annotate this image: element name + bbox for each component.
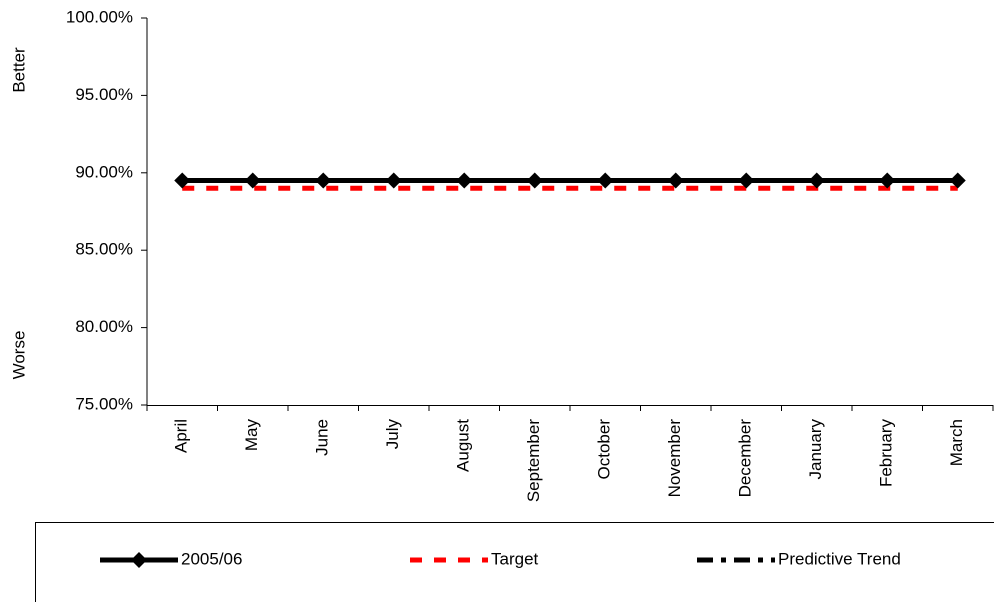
data-point (808, 172, 825, 189)
y-tick-label: 100.00% (66, 7, 133, 26)
legend-marker (131, 552, 147, 568)
legend-box (35, 522, 994, 602)
y-tick-label: 85.00% (75, 240, 133, 259)
x-tick-label: April (172, 419, 191, 453)
data-point (385, 172, 402, 189)
legend-label: Predictive Trend (778, 549, 901, 568)
x-tick-label: November (665, 419, 684, 498)
x-tick-label: January (806, 419, 825, 480)
legend-label: 2005/06 (181, 549, 242, 568)
data-point (244, 172, 261, 189)
data-point (174, 172, 191, 189)
y-tick-label: 90.00% (75, 162, 133, 181)
data-point (597, 172, 614, 189)
y-tick-label: 80.00% (75, 317, 133, 336)
x-tick-label: September (524, 419, 543, 502)
x-tick-label: May (242, 419, 261, 452)
x-tick-label: July (383, 419, 402, 450)
x-tick-label: February (877, 419, 896, 488)
data-point (667, 172, 684, 189)
y-tick-label: 95.00% (75, 85, 133, 104)
x-tick-label: December (736, 419, 755, 498)
data-point (315, 172, 332, 189)
x-tick-label: March (947, 419, 966, 466)
y-tick-label: 75.00% (75, 394, 133, 413)
x-tick-label: October (595, 419, 614, 480)
legend-label: Target (491, 549, 539, 568)
data-point (949, 172, 966, 189)
annotation-better: Better (9, 47, 28, 93)
x-tick-label: August (454, 419, 473, 472)
data-point (879, 172, 896, 189)
data-point (456, 172, 473, 189)
annotation-worse: Worse (9, 331, 28, 380)
x-tick-label: June (313, 419, 332, 456)
data-point (526, 172, 543, 189)
data-point (738, 172, 755, 189)
